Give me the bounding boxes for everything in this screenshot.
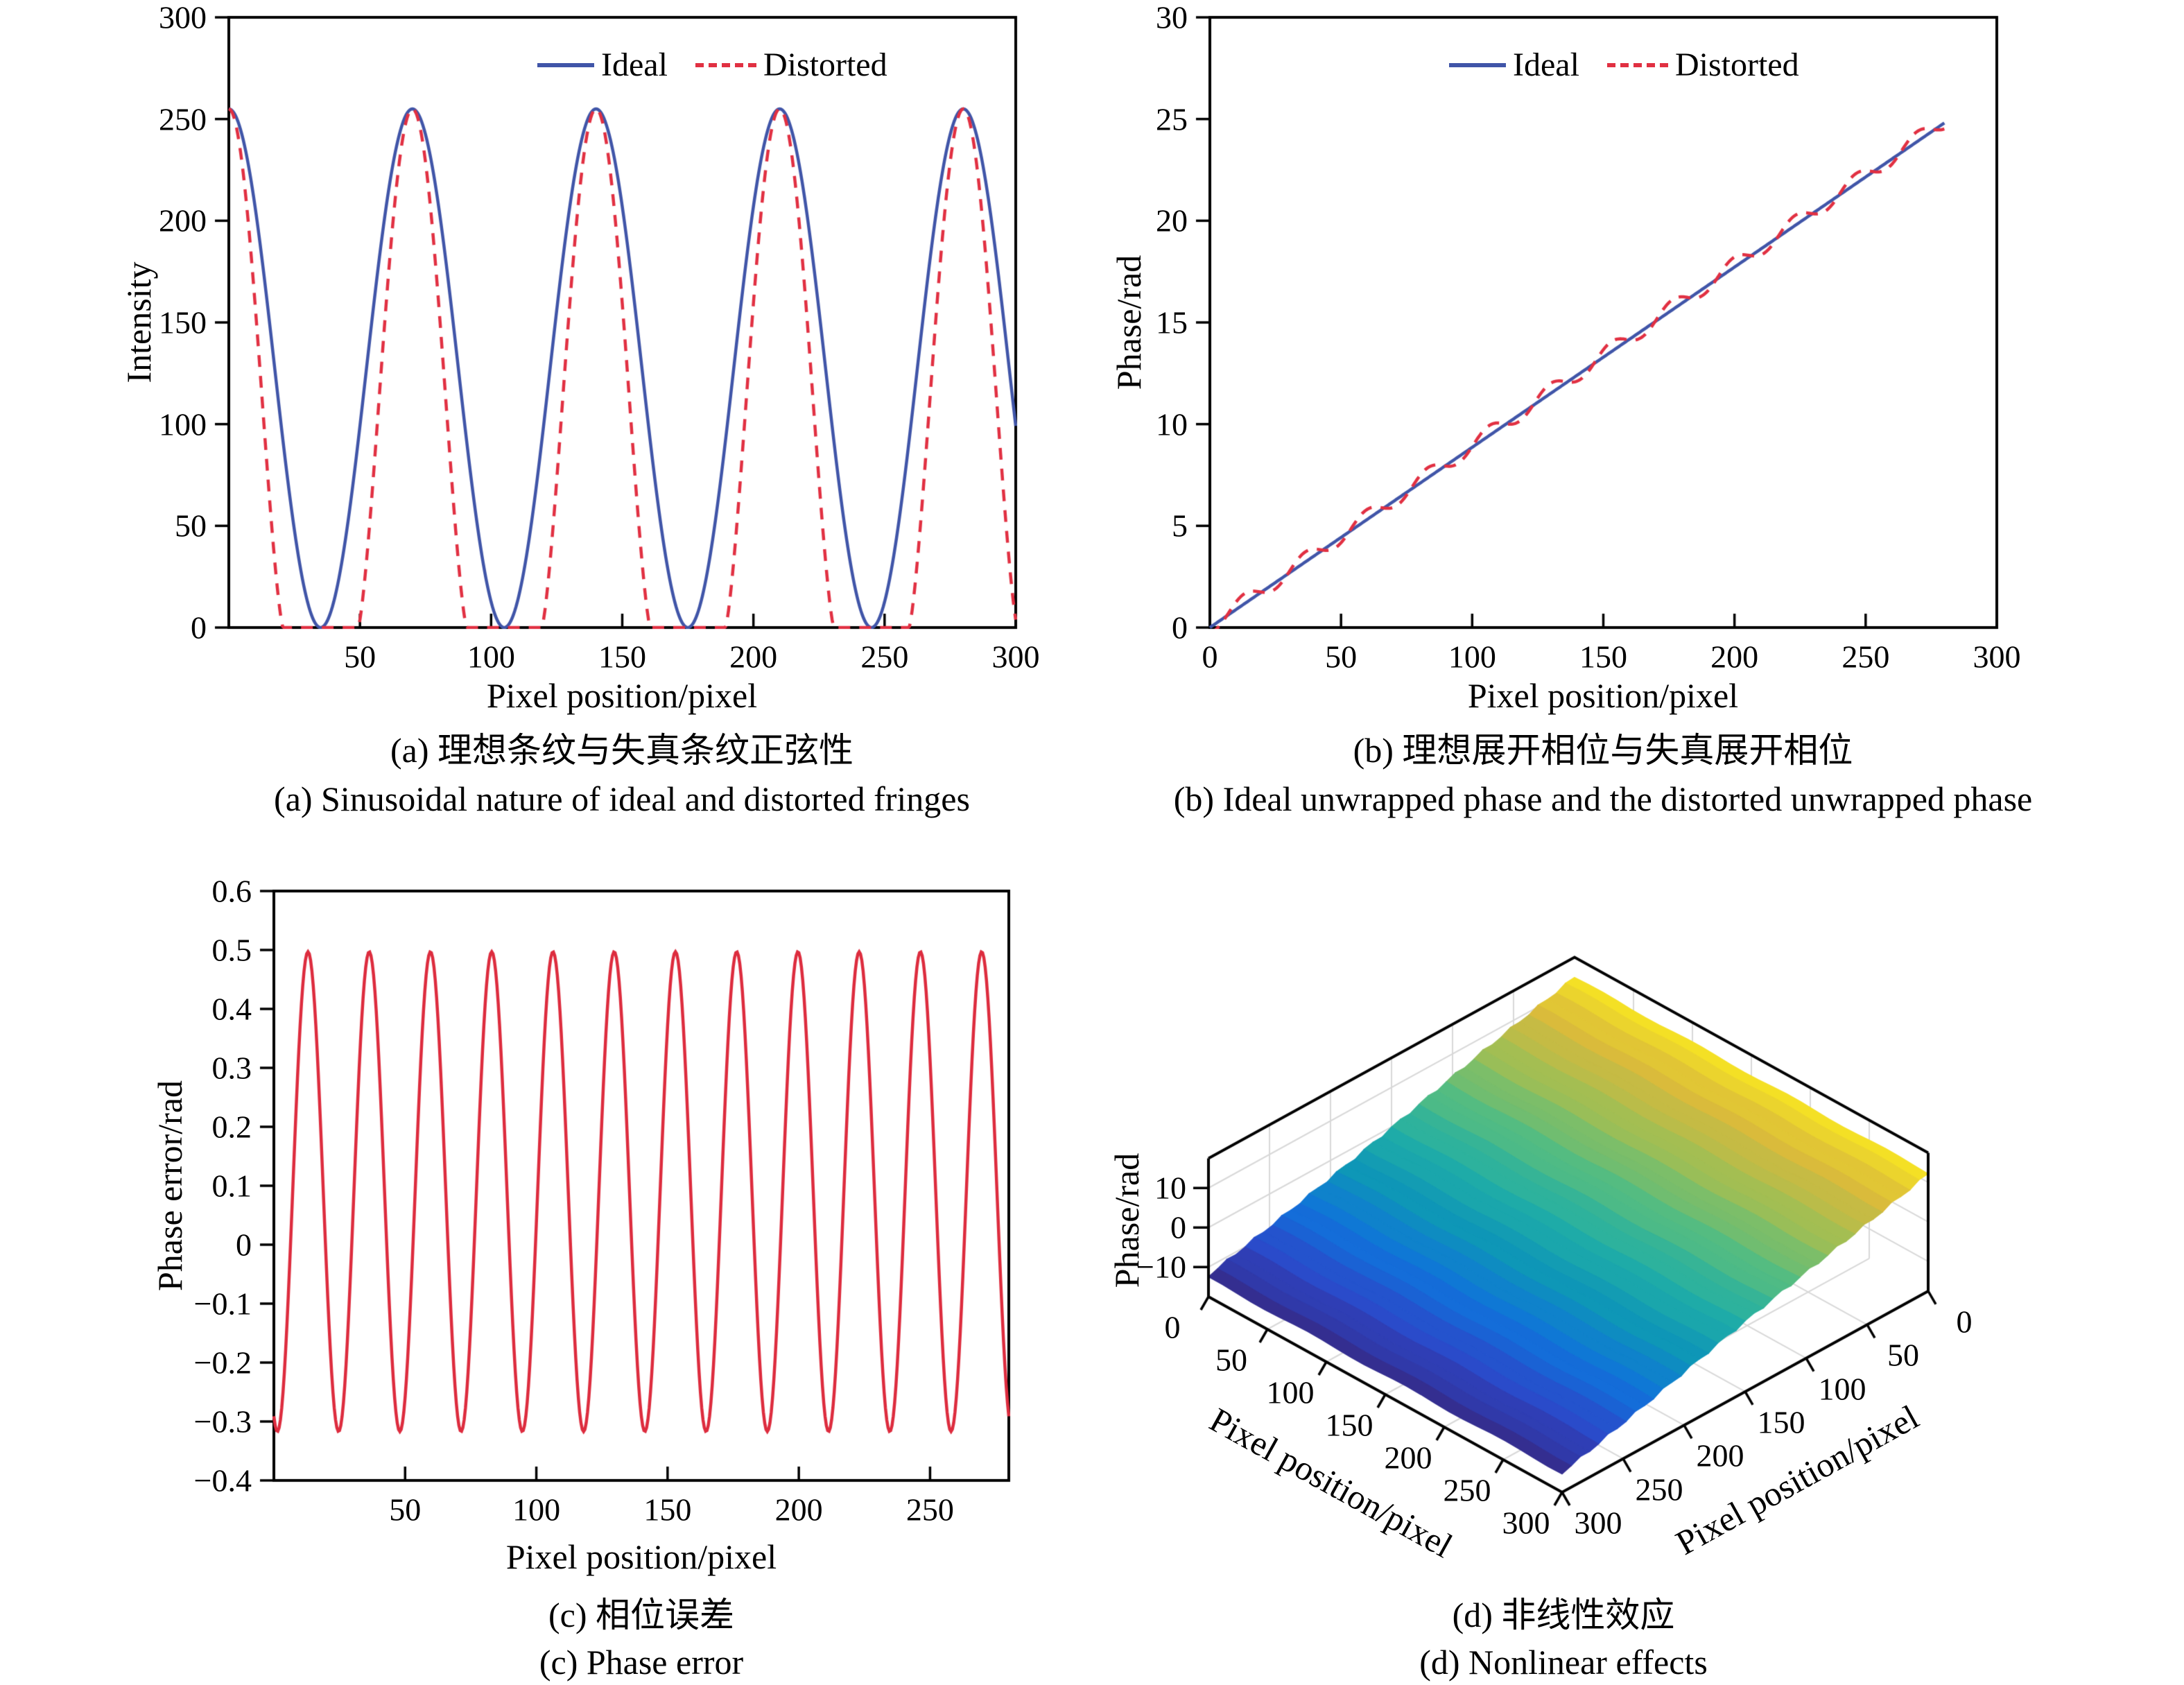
- panel-a-ytick: 200: [159, 202, 207, 239]
- panel-c-ytick: 0.4: [211, 991, 252, 1027]
- panel-b-ytick: 15: [1156, 304, 1188, 340]
- panel-d-ztick: 10: [1154, 1170, 1186, 1206]
- panel-d-right-tick: 300: [1574, 1505, 1622, 1541]
- panel-a-ytick: 100: [159, 406, 207, 442]
- panel-d-caption-en: (d) Nonlinear effects: [1419, 1643, 1708, 1682]
- panel-b-ytick: 20: [1156, 202, 1188, 239]
- panel-a-ytick: 150: [159, 304, 207, 340]
- distorted-line-sample: [695, 62, 756, 67]
- panel-d-left-tick: 250: [1443, 1472, 1491, 1508]
- panel-c-ytick: −0.1: [193, 1286, 252, 1322]
- ideal-line-sample: [537, 62, 594, 67]
- panel-c-ytick: 0.3: [211, 1050, 252, 1086]
- panel-b-ytick: 0: [1172, 610, 1188, 646]
- panel-d-ztick: −10: [1136, 1249, 1186, 1285]
- panel-d-right-tick: 150: [1757, 1404, 1805, 1440]
- panel-d-right-tick: 0: [1956, 1304, 1973, 1340]
- panel-b-xtick: 200: [1710, 639, 1759, 675]
- panel-c-ytick: −0.2: [193, 1345, 252, 1381]
- panel-b-xlabel: Pixel position/pixel: [1467, 676, 1739, 715]
- distorted-line-sample: [1606, 62, 1668, 67]
- panel-c-ylabel: Phase error/rad: [150, 1080, 189, 1292]
- panel-d-right-tick: 100: [1818, 1371, 1866, 1407]
- panel-c-ytick: 0: [236, 1227, 252, 1263]
- panel-c-xtick: 200: [774, 1492, 823, 1528]
- panel-d-left-tick: 300: [1502, 1505, 1550, 1541]
- panel-c-ytick: 0.5: [211, 932, 252, 968]
- panel-d-left-tick: 150: [1325, 1407, 1373, 1443]
- panel-b-xtick: 0: [1202, 639, 1218, 675]
- panel-d-left-tick: 50: [1215, 1342, 1247, 1378]
- panel-a-caption-en: (a) Sinusoidal nature of ideal and disto…: [274, 779, 970, 818]
- panel-a-ytick: 250: [159, 101, 207, 137]
- panel-a-xtick: 250: [860, 639, 909, 675]
- panel-a-ylabel: Intensity: [119, 261, 158, 383]
- panel-b-xtick: 250: [1841, 639, 1890, 675]
- panel-c-ytick: 0.2: [211, 1109, 252, 1145]
- panel-b-ytick: 10: [1156, 406, 1188, 442]
- panel-a-caption-zh: (a) 理想条纹与失真条纹正弦性: [390, 731, 853, 770]
- panel-b-legend: Ideal Distorted: [1449, 46, 1799, 84]
- panel-d-ztick: 0: [1170, 1209, 1186, 1245]
- panel-c-ytick: −0.4: [193, 1462, 252, 1498]
- panel-b-xtick: 100: [1448, 639, 1496, 675]
- panel-c-xlabel: Pixel position/pixel: [505, 1537, 777, 1576]
- panel-b-ylabel: Phase/rad: [1109, 254, 1148, 390]
- panel-a-xtick: 100: [467, 639, 515, 675]
- panel-b-ytick: 30: [1156, 0, 1188, 35]
- legend-label-ideal: Ideal: [1513, 46, 1579, 83]
- panel-c-caption-zh: (c) 相位误差: [548, 1596, 734, 1634]
- panel-a-ytick: 300: [159, 0, 207, 35]
- panel-b-xtick: 150: [1579, 639, 1627, 675]
- panel-a-ytick: 50: [175, 508, 207, 544]
- panel-d-right-tick: 200: [1696, 1437, 1744, 1474]
- panel-b-caption-zh: (b) 理想展开相位与失真展开相位: [1353, 731, 1853, 770]
- panel-c-xtick: 150: [643, 1492, 692, 1528]
- legend-label-distorted: Distorted: [1674, 46, 1799, 83]
- panel-d-right-tick: 250: [1635, 1471, 1683, 1507]
- panel-b-ytick: 5: [1172, 508, 1188, 544]
- panel-a-xtick: 300: [991, 639, 1040, 675]
- panel-c-ytick: −0.3: [193, 1403, 252, 1440]
- legend-label-distorted: Distorted: [763, 46, 887, 83]
- legend-label-ideal: Ideal: [601, 46, 668, 83]
- panel-a-xtick: 50: [344, 639, 376, 675]
- panel-c-xtick: 250: [905, 1492, 954, 1528]
- panel-b-xtick: 300: [1973, 639, 2021, 675]
- panel-a-xtick: 200: [729, 639, 778, 675]
- panel-a-ytick: 0: [191, 610, 207, 646]
- panel-c-ytick: 0.6: [211, 873, 252, 909]
- panel-d-left-tick: 100: [1266, 1374, 1315, 1410]
- panel-d-left-tick: 200: [1384, 1440, 1432, 1476]
- panel-c-caption-en: (c) Phase error: [539, 1643, 744, 1682]
- panel-b-caption-en: (b) Ideal unwrapped phase and the distor…: [1173, 779, 2033, 818]
- panel-c-xtick: 50: [389, 1492, 422, 1528]
- panel-b-ytick: 25: [1156, 101, 1188, 137]
- panel-b-xtick: 50: [1325, 639, 1358, 675]
- panel-c-xtick: 100: [512, 1492, 561, 1528]
- panel-a-legend: Ideal Distorted: [537, 46, 887, 84]
- panel-d-left-tick: 0: [1164, 1309, 1181, 1345]
- ideal-line-sample: [1449, 62, 1506, 67]
- panel-d-right-tick: 50: [1887, 1337, 1919, 1373]
- panel-d-caption-zh: (d) 非线性效应: [1452, 1596, 1675, 1634]
- panel-c-ytick: 0.1: [211, 1168, 252, 1204]
- panel-a-xlabel: Pixel position/pixel: [486, 676, 758, 715]
- panel-a-xtick: 150: [598, 639, 646, 675]
